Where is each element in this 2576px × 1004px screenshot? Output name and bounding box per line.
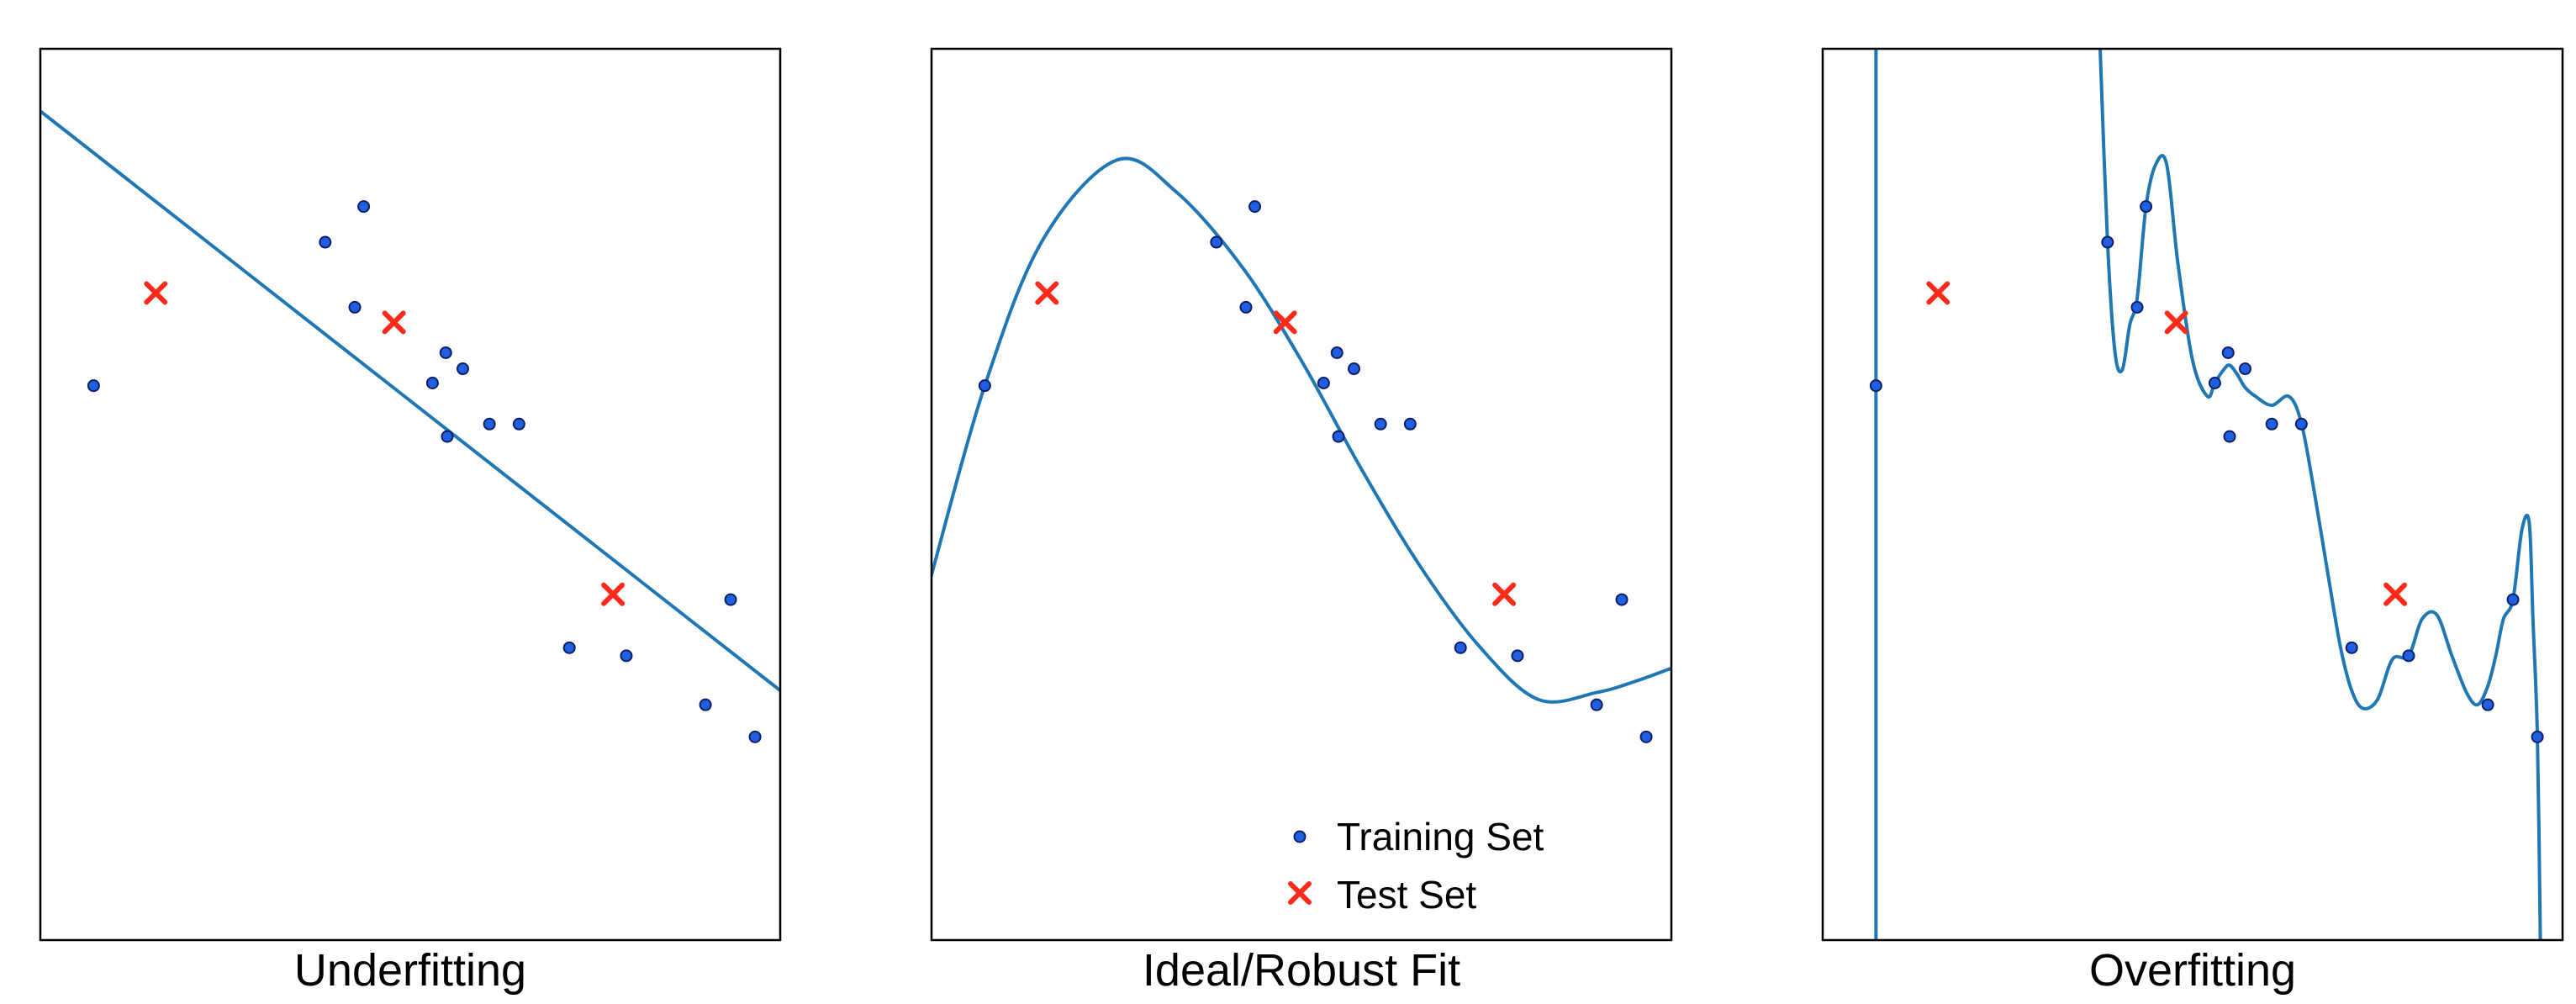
training-point	[1317, 377, 1330, 389]
caption-overfitting: Overfitting	[2089, 945, 2296, 996]
training-point	[748, 730, 762, 743]
training-point	[1347, 362, 1360, 376]
training-point	[2130, 300, 2144, 314]
training-point	[512, 417, 525, 431]
test-point	[1926, 281, 1950, 305]
panel-underfitting	[39, 47, 782, 942]
training-point	[439, 346, 452, 359]
training-point	[1590, 698, 1603, 711]
training-point	[2221, 346, 2235, 359]
training-point	[2345, 641, 2358, 654]
training-point	[1248, 200, 1262, 214]
training-point	[1639, 730, 1653, 743]
fit-line	[40, 109, 780, 693]
test-point	[1035, 281, 1059, 305]
training-point	[2531, 730, 2544, 743]
training-point	[2101, 235, 2114, 249]
training-point	[357, 200, 371, 214]
panel-ideal-robust-fit	[930, 47, 1673, 942]
training-point	[2481, 698, 2494, 711]
training-point	[724, 593, 737, 606]
legend: Training Set Test Set	[1288, 815, 1544, 917]
training-point	[620, 649, 633, 663]
training-point	[1403, 417, 1417, 431]
test-point	[1492, 582, 1517, 606]
training-point	[87, 379, 100, 393]
test-point	[2164, 310, 2188, 335]
fit-line	[932, 156, 1671, 704]
training-point	[2265, 417, 2278, 431]
legend-training-marker	[1293, 830, 1306, 843]
training-point	[2506, 593, 2520, 606]
training-point	[1239, 300, 1253, 314]
training-point	[483, 417, 496, 431]
fit-line-1	[2098, 49, 2542, 940]
training-point	[441, 430, 454, 443]
training-point	[2294, 417, 2308, 431]
training-point	[425, 377, 439, 389]
training-point	[562, 641, 576, 654]
legend-training-label: Training Set	[1337, 815, 1544, 859]
legend-test-label: Test Set	[1337, 873, 1476, 917]
training-point	[2238, 362, 2251, 376]
training-point	[1454, 641, 1467, 654]
legend-test-marker	[1288, 881, 1312, 905]
training-point	[1869, 379, 1882, 393]
plot-frame	[930, 47, 1673, 942]
training-point	[1330, 346, 1343, 359]
training-point	[699, 698, 712, 711]
training-point	[1332, 430, 1345, 443]
training-point	[1210, 235, 1223, 249]
training-point	[2223, 430, 2236, 443]
training-point	[978, 379, 991, 393]
training-point	[348, 300, 362, 314]
caption-underfitting: Underfitting	[294, 945, 526, 996]
caption-ideal-robust-fit: Ideal/Robust Fit	[1143, 945, 1460, 996]
training-point	[456, 362, 469, 376]
training-point	[2208, 377, 2221, 389]
test-point	[1273, 310, 1297, 335]
test-point	[382, 310, 406, 335]
training-point	[1374, 417, 1387, 431]
training-point	[1511, 649, 1524, 663]
test-point	[144, 281, 168, 305]
training-point	[319, 235, 332, 249]
training-point	[1615, 593, 1628, 606]
test-point	[2383, 582, 2408, 606]
training-point	[2402, 649, 2415, 663]
training-point	[2140, 200, 2153, 214]
test-point	[601, 582, 626, 606]
panel-overfitting	[1821, 47, 2564, 942]
plot-frame	[1821, 47, 2564, 942]
plot-frame	[39, 47, 782, 942]
